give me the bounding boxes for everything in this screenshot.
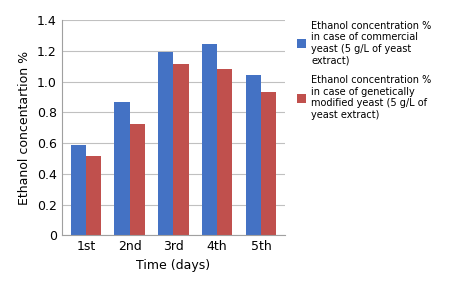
Bar [114,102,130,235]
Legend: Ethanol concentration %
in case of commercial
yeast (5 g/L of yeast
extract), Et: Ethanol concentration % in case of comme… [296,21,431,120]
Bar [130,124,145,235]
Bar [86,156,101,235]
Y-axis label: Ethanol concentartion %: Ethanol concentartion % [19,51,31,205]
Bar [217,69,232,235]
X-axis label: Time (days): Time (days) [136,259,210,272]
Bar [70,145,86,235]
Bar [246,75,261,235]
Bar [158,52,173,235]
Bar [202,44,217,235]
Bar [173,64,189,235]
Bar [261,92,276,235]
